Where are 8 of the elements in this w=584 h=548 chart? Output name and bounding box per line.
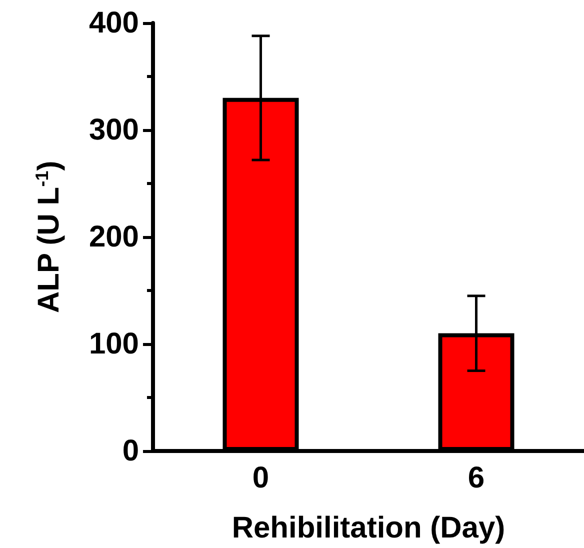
x-tick-label: 6: [468, 462, 485, 494]
y-tick-label: 100: [88, 328, 139, 360]
y-axis-title: ALP (U L-1): [32, 160, 66, 314]
y-tick-label: 200: [88, 220, 139, 254]
y-tick-label: 0: [122, 434, 139, 468]
y-tick-label: 400: [88, 6, 139, 40]
y-tick-label: 300: [88, 114, 139, 146]
x-axis-title: Rehibilitation (Day): [232, 512, 506, 544]
